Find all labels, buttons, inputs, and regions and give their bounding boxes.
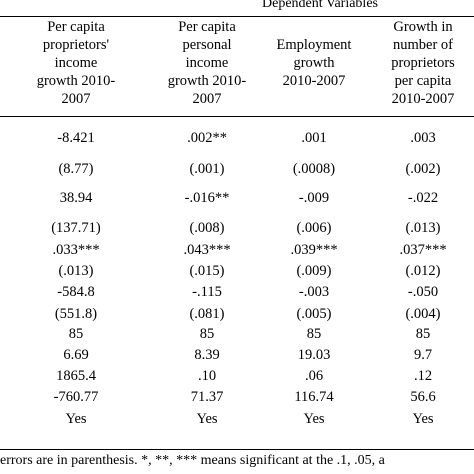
table-cell: (.015): [189, 263, 225, 279]
table-cell: 85: [415, 326, 431, 342]
col-head-1-line: 2007: [61, 91, 91, 107]
table-cell: .039***: [290, 242, 338, 258]
bottom-rule: [0, 449, 474, 450]
table-cell: -8.421: [57, 130, 95, 146]
header-rule: [0, 116, 474, 117]
table-cell: (.081): [189, 306, 225, 322]
table-cell: 9.7: [413, 347, 433, 363]
table-cell: -.009: [298, 190, 330, 206]
table-cell: -760.77: [53, 389, 99, 405]
table-cell: .033***: [52, 242, 100, 258]
table-cell: (.013): [58, 263, 94, 279]
col-head-3-line: growth: [293, 55, 335, 71]
table-cell: 85: [306, 326, 322, 342]
table-cell: Yes: [65, 411, 87, 427]
table-cell: 6.69: [63, 347, 89, 363]
table-cell: (.012): [405, 263, 441, 279]
top-rule: [0, 16, 474, 17]
table-cell: -584.8: [57, 284, 95, 300]
col-head-2-line: Per capita: [178, 19, 236, 35]
table-cell: (.006): [296, 220, 332, 236]
table-cell: (.013): [405, 220, 441, 236]
col-head-2-line: income: [185, 55, 229, 71]
col-head-2-line: personal: [182, 37, 232, 53]
table-cell: 116.74: [294, 389, 334, 405]
table-cell: 8.39: [194, 347, 220, 363]
footnote: errors are in parenthesis. *, **, *** me…: [0, 453, 385, 468]
col-head-2: Per capita personal income growth 2010- …: [152, 18, 262, 108]
table-cell: (.004): [405, 306, 441, 322]
table-cell: Yes: [412, 411, 434, 427]
col-head-4-line: 2010-2007: [391, 91, 455, 107]
table-cell: -.016**: [184, 190, 230, 206]
table-cell: (.0008): [292, 161, 336, 177]
col-head-3: Employment growth 2010-2007: [262, 36, 366, 90]
col-head-4: Growth in number of proprietors per capi…: [372, 18, 474, 108]
table-cell: 19.03: [297, 347, 331, 363]
table-cell: -.050: [407, 284, 439, 300]
col-head-3-line: 2010-2007: [282, 73, 346, 89]
table-cell: .037***: [399, 242, 447, 258]
table-cell: (.008): [189, 220, 225, 236]
col-head-1-line: growth 2010-: [36, 73, 116, 89]
table-cell: (137.71): [51, 220, 101, 236]
table-cell: 38.94: [59, 190, 93, 206]
table-cell: .043***: [183, 242, 231, 258]
col-head-2-line: 2007: [192, 91, 222, 107]
col-head-4-line: Growth in: [393, 19, 453, 35]
table-cell: .10: [197, 368, 217, 384]
table-cell: (.001): [189, 161, 225, 177]
table-cell: .003: [410, 130, 436, 146]
table-cell: .002**: [187, 130, 227, 146]
col-head-1-line: income: [54, 55, 98, 71]
table-cell: .06: [304, 368, 324, 384]
table-cell: .001: [301, 130, 327, 146]
col-head-3-line: Employment: [276, 37, 352, 53]
table-cell: -.022: [407, 190, 439, 206]
table-cell: -.003: [298, 284, 330, 300]
col-head-2-line: growth 2010-: [167, 73, 247, 89]
col-head-4-line: per capita: [394, 73, 452, 89]
table-cell: 1865.4: [56, 368, 96, 384]
col-head-1-line: Per capita: [47, 19, 105, 35]
col-head-1: Per capita proprietors' income growth 20…: [0, 18, 152, 108]
table-cell: Yes: [303, 411, 325, 427]
table-cell: 85: [199, 326, 215, 342]
table-cell: Yes: [196, 411, 218, 427]
col-head-1-line: proprietors': [42, 37, 110, 53]
table-cell: (551.8): [54, 306, 98, 322]
table-cell: 56.6: [410, 389, 436, 405]
table-cell: -.115: [192, 284, 222, 300]
col-head-4-line: proprietors: [391, 55, 455, 71]
table-cell: (.005): [296, 306, 332, 322]
table-cell: (8.77): [58, 161, 94, 177]
dependent-variables-title: Dependent Variables: [262, 0, 378, 11]
table-cell: .12: [413, 368, 433, 384]
table-cell: 85: [68, 326, 84, 342]
table-cell: (.009): [296, 263, 332, 279]
table-cell: 71.37: [190, 389, 224, 405]
table-cell: (.002): [405, 161, 441, 177]
col-head-4-line: number of: [393, 37, 453, 53]
